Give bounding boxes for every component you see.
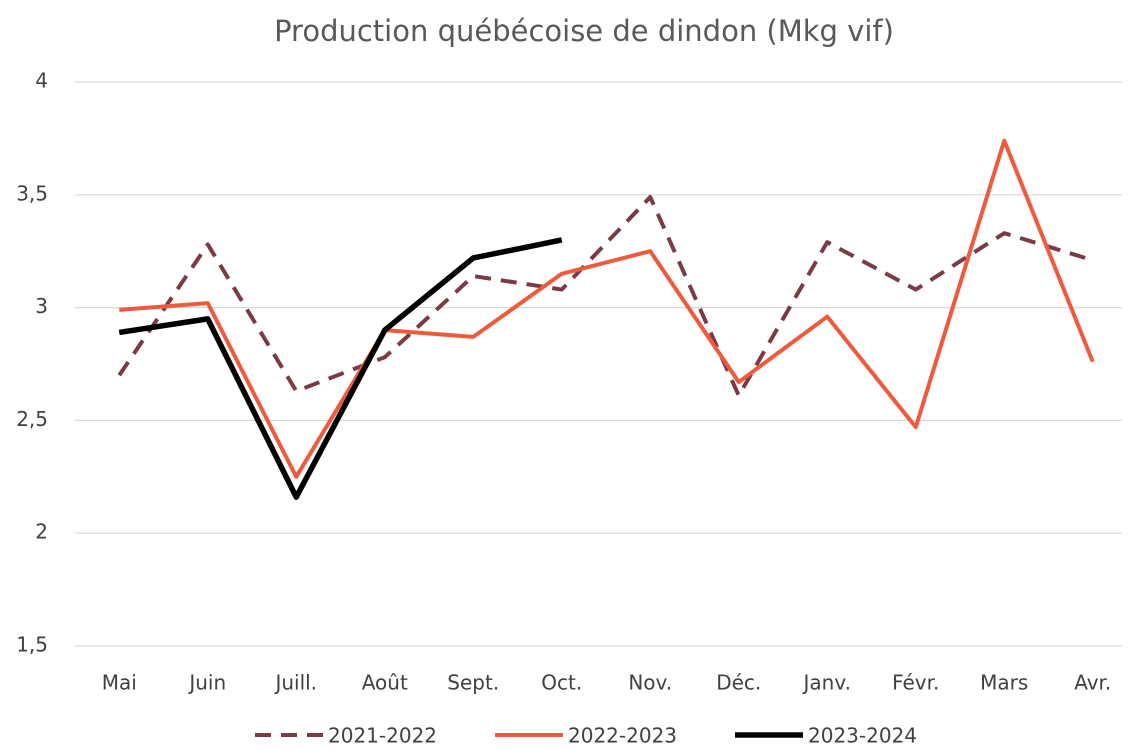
y-tick-label: 1,5 (16, 633, 48, 657)
series-line (117, 195, 1094, 398)
x-tick-label: Avr. (1074, 671, 1111, 695)
x-tick-label: Déc. (716, 671, 761, 695)
series-line (118, 237, 563, 500)
x-tick-label: Janv. (802, 671, 851, 695)
y-tick-label: 4 (35, 69, 48, 93)
x-tick-label: Mars (980, 671, 1028, 695)
y-tick-label: 2,5 (16, 407, 48, 431)
chart-title: Production québécoise de dindon (Mkg vif… (274, 14, 894, 48)
legend-label: 2021-2022 (328, 724, 437, 748)
y-tick-label: 2 (35, 520, 48, 544)
series-line (119, 138, 1095, 479)
x-tick-label: Oct. (541, 671, 582, 695)
x-tick-label: Févr. (892, 671, 939, 695)
legend-label: 2023-2024 (808, 724, 917, 748)
legend-label: 2022-2023 (568, 724, 677, 748)
x-tick-label: Mai (102, 671, 137, 695)
x-tick-label: Juill. (273, 671, 317, 695)
y-tick-label: 3,5 (16, 181, 48, 205)
x-tick-label: Juin (187, 671, 226, 695)
x-tick-label: Nov. (628, 671, 672, 695)
x-tick-label: Sept. (447, 671, 499, 695)
x-tick-label: Août (362, 671, 408, 695)
y-tick-label: 3 (35, 294, 48, 318)
